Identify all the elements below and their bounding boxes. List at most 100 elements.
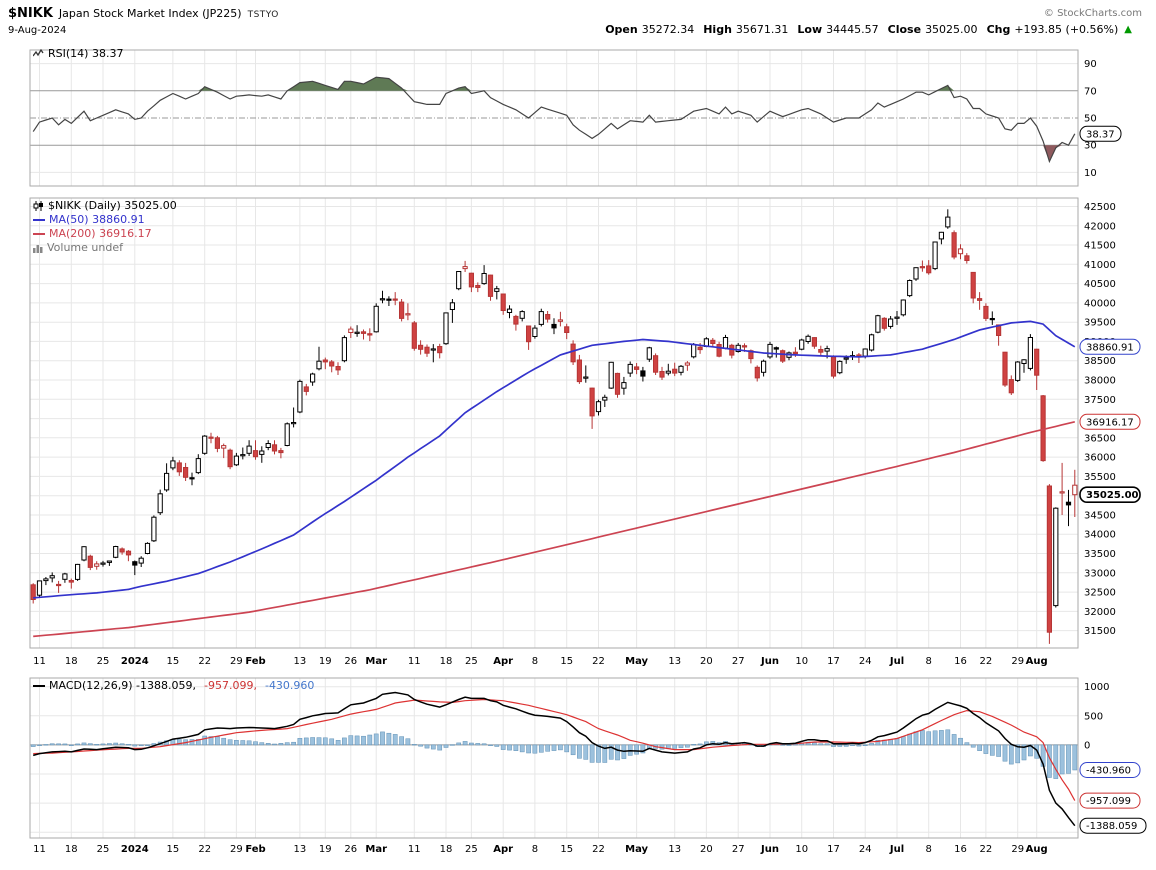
svg-text:35025.00: 35025.00 — [1086, 490, 1139, 501]
svg-text:35500: 35500 — [1084, 472, 1116, 483]
symbol: $NIKK — [8, 6, 53, 21]
copyright: © StockCharts.com — [1043, 8, 1142, 19]
svg-text:Jul: Jul — [889, 656, 904, 667]
svg-text:40000: 40000 — [1084, 298, 1116, 309]
svg-text:32500: 32500 — [1084, 588, 1116, 599]
svg-text:1000: 1000 — [1084, 682, 1109, 693]
ma200-legend-label: MA(200) 36916.17 — [49, 227, 152, 240]
svg-text:38000: 38000 — [1084, 376, 1116, 387]
svg-text:10: 10 — [1084, 168, 1097, 179]
svg-text:33000: 33000 — [1084, 568, 1116, 579]
svg-text:Jun: Jun — [760, 844, 779, 855]
svg-text:38500: 38500 — [1084, 356, 1116, 367]
svg-text:25: 25 — [465, 656, 478, 667]
svg-text:Aug: Aug — [1026, 656, 1048, 667]
svg-text:15: 15 — [167, 844, 180, 855]
svg-text:8: 8 — [926, 844, 932, 855]
svg-text:8: 8 — [532, 656, 538, 667]
svg-text:33500: 33500 — [1084, 549, 1116, 560]
chart-date: 9-Aug-2024 — [8, 25, 67, 36]
volume-legend-label: Volume undef — [47, 241, 123, 254]
price-axis: 3150032000325003300033500340003450035000… — [30, 202, 1116, 637]
low-value: 34445.57 — [826, 23, 879, 36]
svg-text:27: 27 — [732, 656, 745, 667]
macd-line-icon — [33, 684, 45, 687]
svg-text:20: 20 — [700, 656, 713, 667]
panel-frames — [29, 49, 1079, 839]
low-label: Low — [797, 23, 823, 36]
svg-text:May: May — [625, 844, 648, 855]
svg-text:16: 16 — [954, 656, 967, 667]
svg-text:Jun: Jun — [760, 656, 779, 667]
candlestick-icon — [33, 201, 43, 211]
macd-legend-main: MACD(12,26,9) -1388.059, — [49, 679, 196, 692]
macd-legend: MACD(12,26,9) -1388.059, -957.099, -430.… — [33, 679, 314, 692]
ma50-line-icon — [33, 219, 45, 221]
svg-text:37500: 37500 — [1084, 395, 1116, 406]
svg-text:15: 15 — [560, 844, 573, 855]
rsi-panel — [32, 76, 1076, 164]
close-value: 35025.00 — [925, 23, 978, 36]
svg-text:19: 19 — [319, 844, 332, 855]
svg-text:Mar: Mar — [365, 656, 387, 667]
svg-text:42500: 42500 — [1084, 202, 1116, 213]
svg-text:Apr: Apr — [493, 844, 513, 855]
svg-text:34000: 34000 — [1084, 530, 1116, 541]
svg-text:2024: 2024 — [121, 656, 149, 667]
svg-text:22: 22 — [980, 656, 993, 667]
svg-text:2024: 2024 — [121, 844, 149, 855]
svg-text:13: 13 — [668, 844, 681, 855]
svg-text:10: 10 — [795, 844, 808, 855]
svg-text:24: 24 — [859, 844, 872, 855]
svg-text:38.37: 38.37 — [1086, 129, 1115, 140]
svg-text:22: 22 — [198, 844, 211, 855]
svg-text:32000: 32000 — [1084, 607, 1116, 618]
svg-text:22: 22 — [198, 656, 211, 667]
rsi-legend: RSI(14) 38.37 — [33, 47, 123, 60]
svg-text:10: 10 — [795, 656, 808, 667]
svg-text:Feb: Feb — [245, 656, 265, 667]
svg-text:-430.960: -430.960 — [1086, 766, 1131, 777]
svg-text:-957.099: -957.099 — [1086, 796, 1131, 807]
svg-text:11: 11 — [408, 844, 421, 855]
rsi-legend-label: RSI(14) 38.37 — [48, 47, 124, 60]
svg-text:27: 27 — [732, 844, 745, 855]
svg-text:11: 11 — [33, 844, 46, 855]
svg-text:11: 11 — [408, 656, 421, 667]
ma200-line-icon — [33, 233, 45, 235]
high-value: 35671.31 — [735, 23, 789, 36]
svg-text:24: 24 — [859, 656, 872, 667]
svg-text:500: 500 — [1084, 711, 1103, 722]
svg-text:36500: 36500 — [1084, 433, 1116, 444]
svg-text:20: 20 — [700, 844, 713, 855]
rsi-axis: 90 70 50 30 10 — [30, 59, 1097, 179]
svg-text:18: 18 — [440, 656, 453, 667]
chg-label: Chg — [986, 23, 1011, 36]
symbol-name: Japan Stock Market Index (JP225) — [58, 7, 242, 20]
svg-text:29: 29 — [1011, 656, 1024, 667]
chart-header: $NIKK Japan Stock Market Index (JP225) T… — [8, 6, 279, 21]
svg-text:Apr: Apr — [493, 656, 513, 667]
svg-text:39500: 39500 — [1084, 318, 1116, 329]
close-label: Close — [887, 23, 922, 36]
svg-text:29: 29 — [1011, 844, 1024, 855]
svg-text:70: 70 — [1084, 86, 1097, 97]
svg-text:22: 22 — [592, 844, 605, 855]
svg-text:30: 30 — [1084, 141, 1097, 152]
svg-text:25: 25 — [465, 844, 478, 855]
svg-text:8: 8 — [532, 844, 538, 855]
svg-text:19: 19 — [319, 656, 332, 667]
svg-text:0: 0 — [1084, 740, 1090, 751]
svg-text:31500: 31500 — [1084, 626, 1116, 637]
macd-legend-signal: -957.099, — [204, 679, 257, 692]
volume-icon — [33, 244, 43, 253]
svg-text:18: 18 — [65, 656, 78, 667]
ma50-legend-label: MA(50) 38860.91 — [49, 213, 145, 226]
svg-text:Mar: Mar — [365, 844, 387, 855]
svg-text:8: 8 — [926, 656, 932, 667]
svg-text:29: 29 — [230, 844, 243, 855]
svg-text:13: 13 — [294, 844, 307, 855]
svg-text:41500: 41500 — [1084, 241, 1116, 252]
svg-text:34500: 34500 — [1084, 511, 1116, 522]
